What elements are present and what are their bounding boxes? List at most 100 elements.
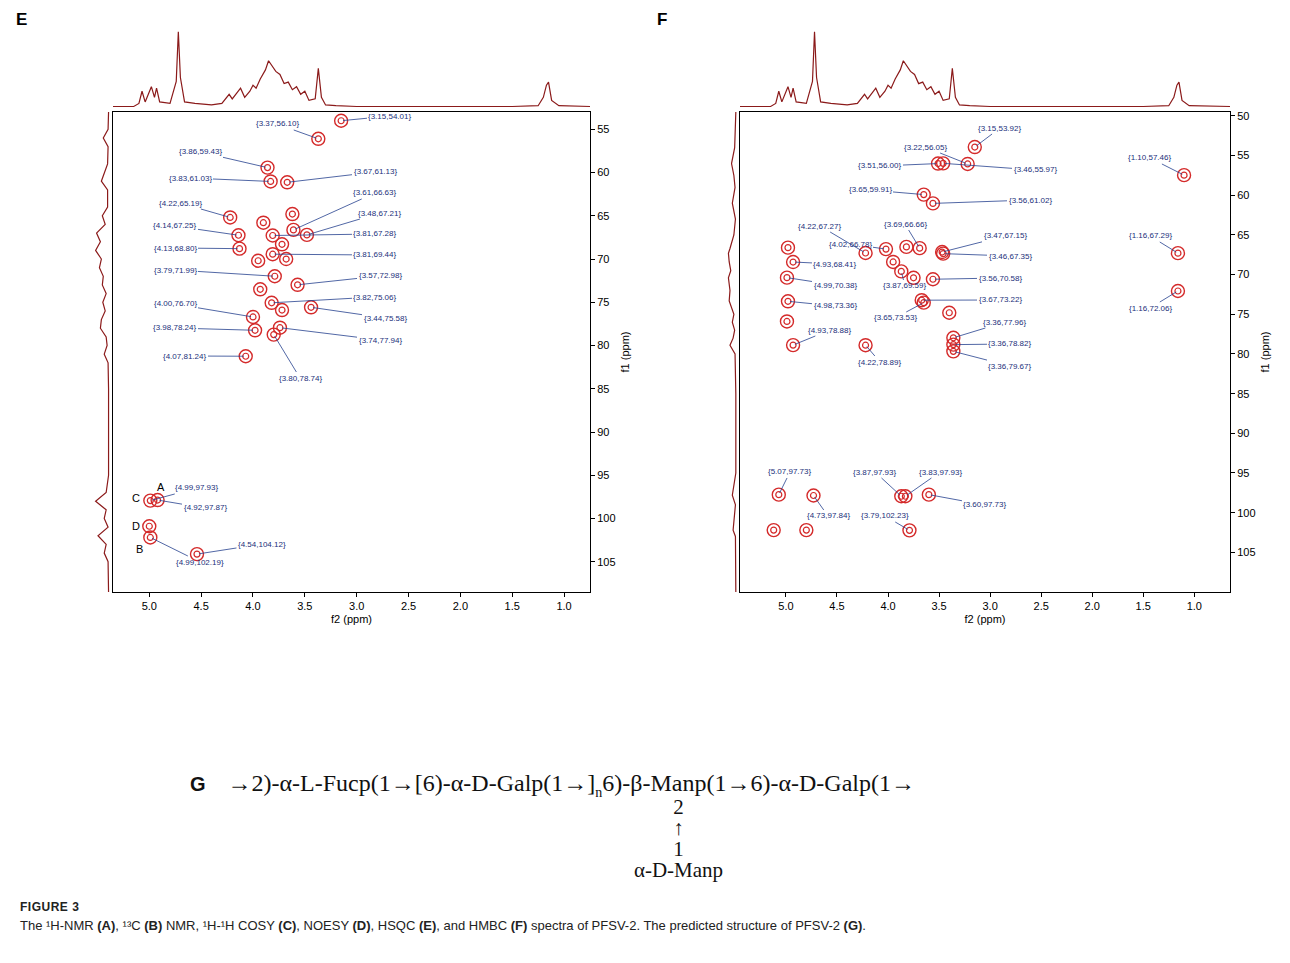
svg-text:{4.00,76.70}: {4.00,76.70} [154,299,197,308]
svg-text:{3.69,66.66}: {3.69,66.66} [884,220,927,229]
svg-text:{3.51,56.00}: {3.51,56.00} [858,161,901,170]
svg-text:95: 95 [597,469,609,481]
svg-text:{3.36,77.96}: {3.36,77.96} [983,318,1026,327]
svg-text:f1 (ppm): f1 (ppm) [619,332,631,373]
svg-text:{3.87,97.93}: {3.87,97.93} [853,468,896,477]
svg-text:A: A [157,481,165,493]
svg-text:{3.46,67.35}: {3.46,67.35} [989,252,1032,261]
svg-text:B: B [136,543,143,555]
svg-text:{3.67,61.13}: {3.67,61.13} [354,167,397,176]
svg-text:C: C [132,492,140,504]
svg-text:{4.22,67.27}: {4.22,67.27} [798,222,841,231]
svg-text:1.0: 1.0 [1187,600,1202,612]
svg-text:{4.54,104.12}: {4.54,104.12} [238,540,286,549]
svg-text:{4.93,78.88}: {4.93,78.88} [808,326,851,335]
svg-text:{4.99,102.19}: {4.99,102.19} [176,558,224,567]
svg-text:F: F [657,10,667,29]
svg-text:{3.48,67.21}: {3.48,67.21} [358,209,401,218]
svg-text:2.5: 2.5 [1034,600,1049,612]
svg-text:{3.15,54.01}: {3.15,54.01} [368,112,411,121]
svg-text:E: E [16,10,27,29]
svg-text:5.0: 5.0 [778,600,793,612]
svg-text:3.0: 3.0 [349,600,364,612]
svg-text:f2 (ppm): f2 (ppm) [331,613,372,625]
svg-text:{3.83,61.03}: {3.83,61.03} [169,174,212,183]
svg-text:3.5: 3.5 [931,600,946,612]
svg-text:1.0: 1.0 [556,600,571,612]
svg-text:4.5: 4.5 [193,600,208,612]
svg-text:{4.98,73.36}: {4.98,73.36} [814,301,857,310]
svg-text:{4.93,68.41}: {4.93,68.41} [813,260,856,269]
svg-text:{3.67,73.22}: {3.67,73.22} [979,295,1022,304]
svg-text:75: 75 [1237,308,1249,320]
svg-text:70: 70 [1237,268,1249,280]
svg-text:1.5: 1.5 [1136,600,1151,612]
svg-text:{3.80,78.74}: {3.80,78.74} [279,374,322,383]
svg-text:{3.65,73.53}: {3.65,73.53} [874,313,917,322]
svg-text:{3.36,78.82}: {3.36,78.82} [988,339,1031,348]
svg-text:{3.46,55.97}: {3.46,55.97} [1014,165,1057,174]
svg-text:100: 100 [1237,507,1255,519]
svg-text:{1.10,57.46}: {1.10,57.46} [1128,153,1171,162]
svg-text:50: 50 [1237,110,1249,122]
svg-text:{3.56,70.58}: {3.56,70.58} [979,274,1022,283]
svg-text:100: 100 [597,512,615,524]
svg-text:{4.22,78.89}: {4.22,78.89} [858,358,901,367]
svg-text:90: 90 [1237,427,1249,439]
svg-text:85: 85 [597,383,609,395]
svg-text:f1 (ppm): f1 (ppm) [1259,332,1271,373]
svg-text:2.5: 2.5 [401,600,416,612]
svg-text:3.0: 3.0 [982,600,997,612]
svg-text:{4.02,66.78}: {4.02,66.78} [829,240,872,249]
svg-text:105: 105 [597,556,615,568]
svg-text:{3.98,78.24}: {3.98,78.24} [153,323,196,332]
svg-text:70: 70 [597,253,609,265]
svg-text:f2 (ppm): f2 (ppm) [965,613,1006,625]
svg-text:2.0: 2.0 [453,600,468,612]
svg-text:55: 55 [597,123,609,135]
svg-text:4.0: 4.0 [245,600,260,612]
svg-text:{5.07,97.73}: {5.07,97.73} [768,467,811,476]
svg-text:60: 60 [1237,189,1249,201]
svg-text:{4.92,97.87}: {4.92,97.87} [184,503,227,512]
svg-text:5.0: 5.0 [142,600,157,612]
svg-text:{3.79,102.23}: {3.79,102.23} [861,511,909,520]
svg-text:105: 105 [1237,546,1255,558]
svg-text:{3.57,72.98}: {3.57,72.98} [359,271,402,280]
svg-text:{3.60,97.73}: {3.60,97.73} [963,500,1006,509]
svg-text:4.5: 4.5 [829,600,844,612]
svg-text:{3.36,79.67}: {3.36,79.67} [988,362,1031,371]
svg-text:60: 60 [597,166,609,178]
svg-text:{3.47,67.15}: {3.47,67.15} [984,231,1027,240]
svg-text:2.0: 2.0 [1085,600,1100,612]
svg-text:90: 90 [597,426,609,438]
svg-text:75: 75 [597,296,609,308]
svg-text:95: 95 [1237,467,1249,479]
svg-text:{3.37,56.10}: {3.37,56.10} [256,119,299,128]
svg-text:55: 55 [1237,149,1249,161]
svg-text:{1.16,67.29}: {1.16,67.29} [1129,231,1172,240]
svg-text:{3.56,61.02}: {3.56,61.02} [1009,196,1052,205]
svg-text:D: D [132,520,140,532]
svg-text:1.5: 1.5 [505,600,520,612]
svg-text:{3.44,75.58}: {3.44,75.58} [364,314,407,323]
svg-text:{3.61,66.63}: {3.61,66.63} [353,188,396,197]
svg-text:{4.07,81.24}: {4.07,81.24} [163,352,206,361]
svg-text:3.5: 3.5 [297,600,312,612]
svg-text:{3.82,75.06}: {3.82,75.06} [353,293,396,302]
svg-text:{4.14,67.25}: {4.14,67.25} [153,221,196,230]
svg-text:{4.99,70.38}: {4.99,70.38} [814,281,857,290]
svg-text:80: 80 [1237,348,1249,360]
svg-text:{3.22,56.05}: {3.22,56.05} [904,143,947,152]
svg-text:{3.65,59.91}: {3.65,59.91} [849,185,892,194]
svg-text:{3.74,77.94}: {3.74,77.94} [359,336,402,345]
svg-text:{3.83,97.93}: {3.83,97.93} [919,468,962,477]
svg-text:{4.73,97.84}: {4.73,97.84} [807,511,850,520]
svg-text:{4.13,68.80}: {4.13,68.80} [154,244,197,253]
svg-text:4.0: 4.0 [880,600,895,612]
svg-text:{1.16,72.06}: {1.16,72.06} [1129,304,1172,313]
svg-text:{3.81,67.28}: {3.81,67.28} [353,229,396,238]
svg-text:{4.22,65.19}: {4.22,65.19} [159,199,202,208]
svg-text:65: 65 [597,210,609,222]
svg-text:{3.86,59.43}: {3.86,59.43} [179,147,222,156]
